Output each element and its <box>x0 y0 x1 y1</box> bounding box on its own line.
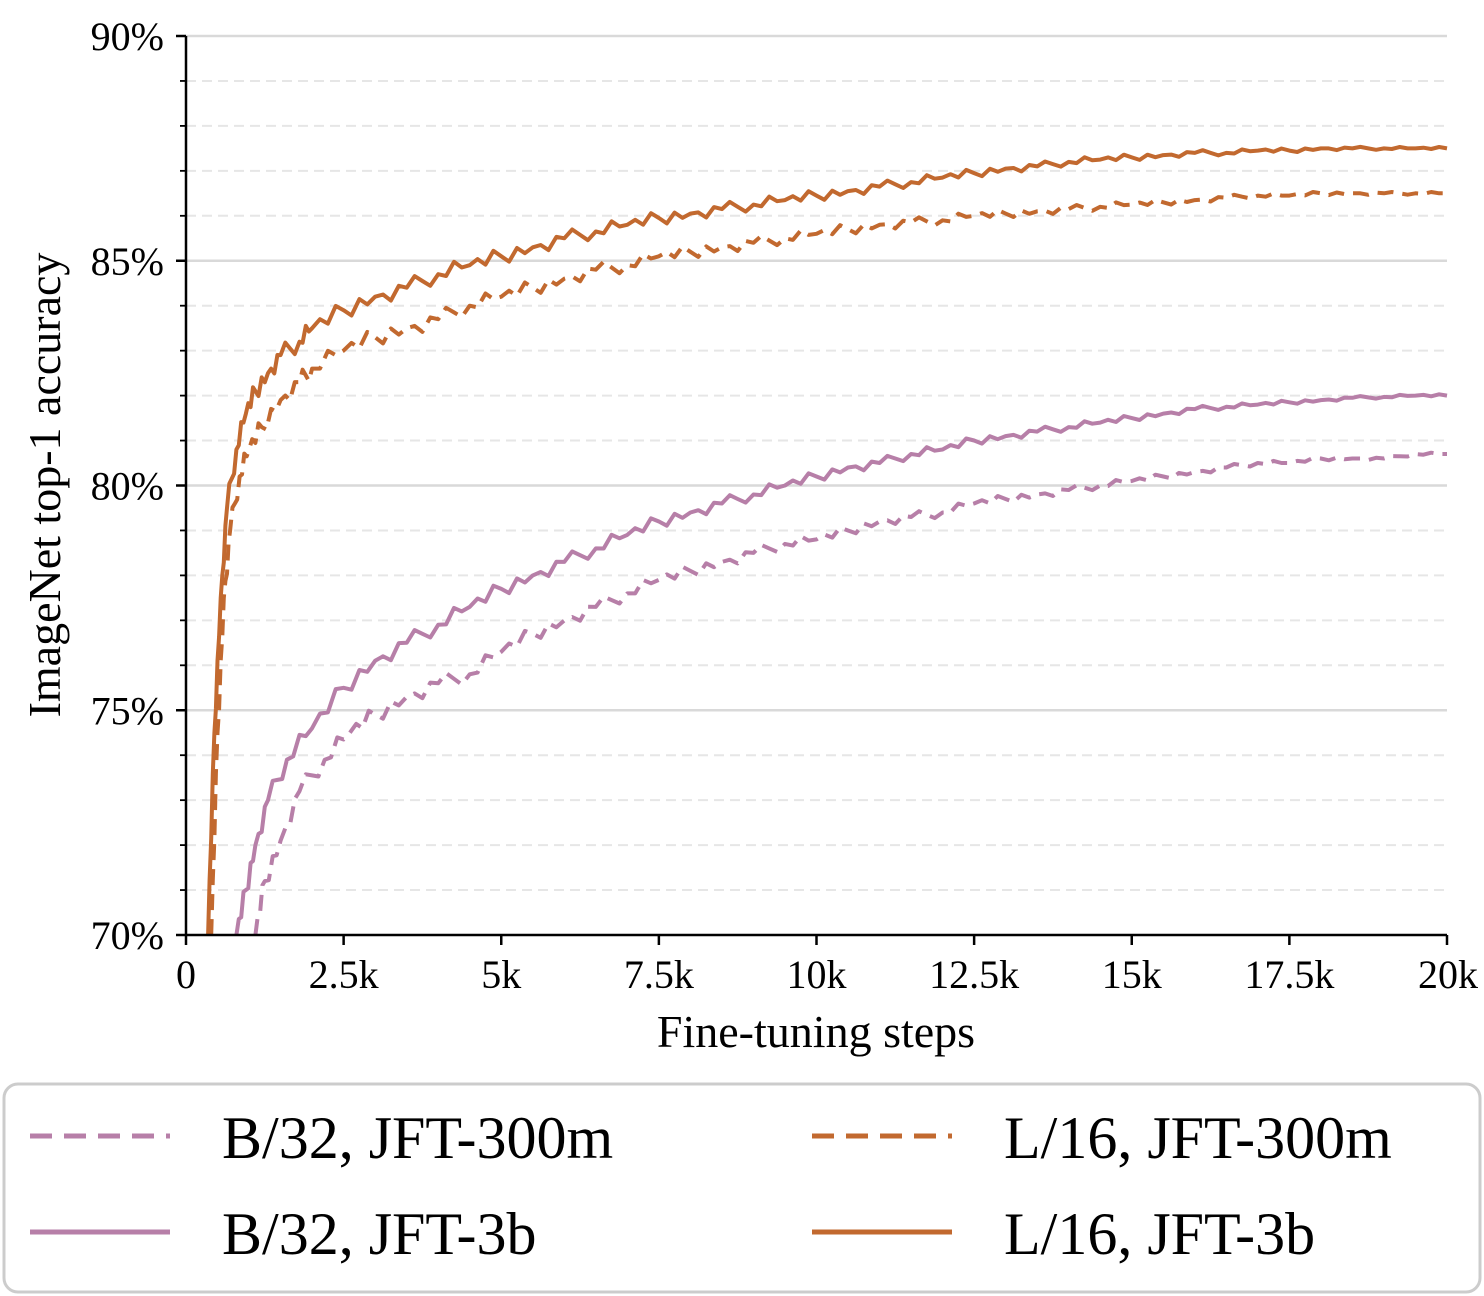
series-line <box>253 450 1447 936</box>
tick-labels: 70% 75% 80% 85% 90% 0 2.5k 5k 7.5k 10k 12.5k 15k 17.… <box>91 14 1478 997</box>
legend-label: L/16, JFT-300m <box>1004 1105 1392 1171</box>
x-tick-label: 2.5k <box>309 952 379 997</box>
legend: B/32, JFT-300m L/16, JFT-300m B/32, JFT-3b… <box>2 1082 1482 1294</box>
legend-label: L/16, JFT-3b <box>1004 1201 1315 1267</box>
y-tick-label: 80% <box>91 464 164 509</box>
legend-label: B/32, JFT-300m <box>222 1105 613 1171</box>
x-axis-title: Fine-tuning steps <box>657 1006 975 1057</box>
series-line <box>209 190 1447 936</box>
y-axis-title: ImageNet top-1 accuracy <box>19 253 70 718</box>
y-tick-label: 85% <box>91 239 164 284</box>
x-tick-label: 17.5k <box>1244 952 1334 997</box>
x-tick-label: 10k <box>787 952 847 997</box>
legend-label: B/32, JFT-3b <box>222 1201 537 1267</box>
series-layer <box>206 144 1448 936</box>
y-tick-label: 75% <box>91 688 164 733</box>
x-tick-label: 12.5k <box>929 952 1019 997</box>
series-line <box>234 392 1448 936</box>
x-tick-label: 15k <box>1102 952 1162 997</box>
grid-lines <box>186 34 1447 892</box>
x-tick-label: 7.5k <box>624 952 694 997</box>
series-line <box>206 144 1448 936</box>
y-tick-label: 70% <box>91 913 164 958</box>
x-tick-label: 5k <box>481 952 521 997</box>
y-tick-label: 90% <box>91 14 164 59</box>
legend-frame <box>2 1082 1482 1294</box>
x-tick-label: 0 <box>176 952 196 997</box>
x-tick-label: 20k <box>1418 952 1478 997</box>
